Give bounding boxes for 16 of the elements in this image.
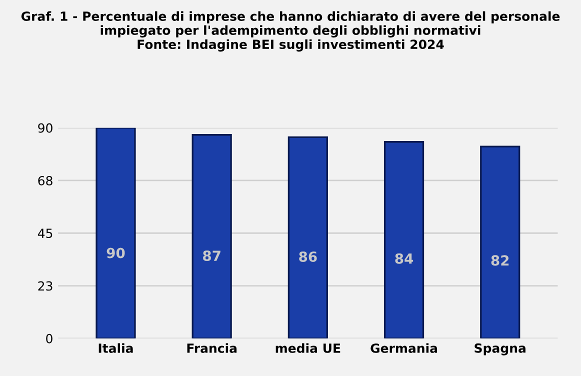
y-tick-label: 0: [46, 334, 52, 344]
chart-title: Graf. 1 - Percentuale di imprese che hanno dichiarato di avere del personale impiegato per l'adempimento degli obblighi normativi Fonte: Indagine BEI sugli investimenti 2024: [21, 11, 560, 52]
data-label: 82: [491, 255, 509, 266]
y-tick-label: 90: [38, 123, 52, 133]
x-tick-label: Italia: [98, 343, 133, 353]
x-tick-label: Spagna: [474, 343, 526, 356]
x-tick-label: media UE: [276, 343, 340, 353]
y-tick-label: 23: [38, 281, 52, 291]
data-label: 87: [203, 250, 220, 262]
data-label: 90: [106, 248, 125, 258]
data-label: 86: [299, 251, 317, 262]
x-tick-label: Germania: [370, 343, 438, 353]
y-tick-label: 68: [38, 176, 52, 186]
y-tick-label: 45: [38, 228, 52, 238]
data-label: 84: [395, 253, 414, 264]
x-tick-label: Francia: [187, 343, 237, 353]
